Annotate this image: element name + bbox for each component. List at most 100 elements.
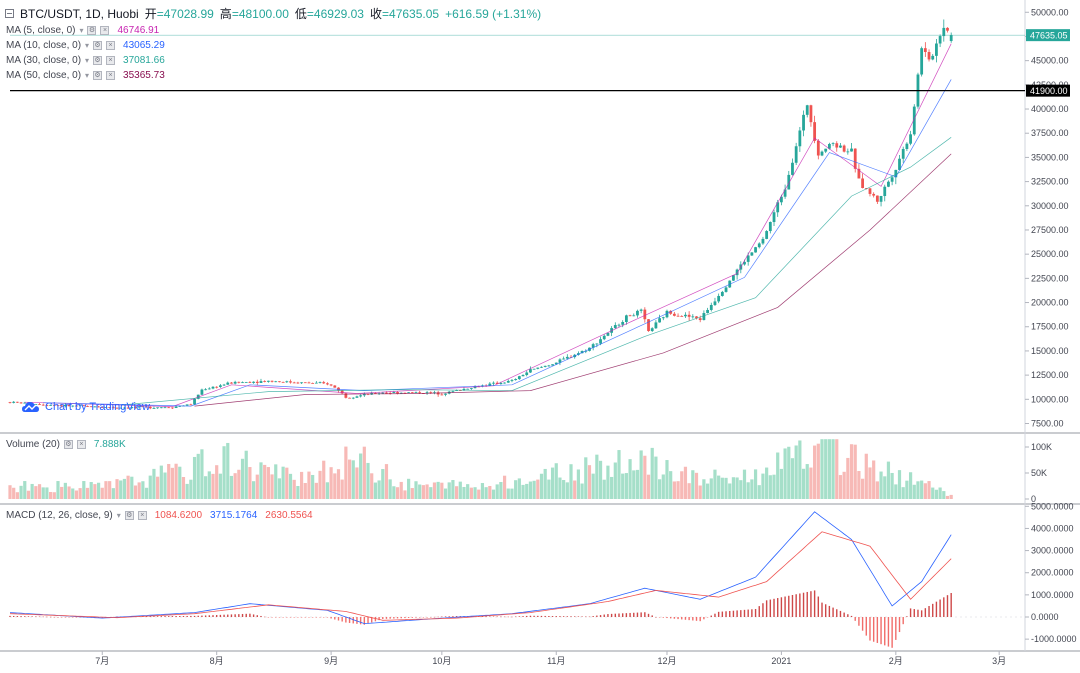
candle-body: [492, 382, 495, 384]
volume-bar: [861, 478, 865, 499]
volume-bar: [30, 483, 34, 499]
candle-body: [521, 375, 525, 377]
candle-body: [802, 114, 805, 131]
chevron-down-icon[interactable]: ▾: [85, 41, 90, 50]
settings-icon[interactable]: ⚙: [63, 440, 73, 449]
macd-histogram-bar: [485, 616, 487, 617]
macd-histogram-bar: [418, 617, 421, 618]
volume-bar: [211, 473, 215, 499]
candle-body: [462, 388, 466, 391]
volume-bar: [720, 477, 724, 499]
volume-bar: [635, 469, 640, 499]
macd-histogram-bar: [500, 616, 502, 618]
chevron-down-icon[interactable]: ▾: [116, 511, 121, 520]
candle-body: [104, 407, 108, 408]
candle-body: [322, 382, 326, 384]
macd-histogram-bar: [574, 616, 576, 617]
close-icon[interactable]: ×: [100, 26, 110, 35]
candle-body: [86, 406, 89, 407]
macd-histogram-bar: [614, 613, 617, 617]
candle-body: [78, 405, 82, 407]
volume-bar: [318, 470, 322, 499]
volume-bar: [333, 473, 337, 499]
macd-histogram-bar: [588, 616, 591, 618]
candle-body: [119, 407, 123, 409]
ma30-value: 37081.66: [123, 55, 165, 66]
macd-histogram-bar: [201, 615, 203, 617]
volume-bar: [942, 491, 946, 499]
candle-body: [193, 398, 196, 405]
candle-body: [333, 385, 337, 388]
macd-histogram-bar: [777, 598, 779, 617]
tradingview-watermark[interactable]: Chart by TradingView: [22, 401, 150, 413]
volume-bar: [905, 480, 909, 499]
macd-histogram-bar: [906, 616, 908, 617]
volume-legend[interactable]: Volume (20) ⚙ × 7.888K: [6, 439, 126, 450]
macd-histogram-bar: [489, 616, 491, 617]
macd-histogram-bar: [38, 616, 41, 618]
close-icon[interactable]: ×: [106, 56, 116, 65]
settings-icon[interactable]: ⚙: [93, 41, 103, 50]
close-icon[interactable]: ×: [76, 440, 86, 449]
macd-histogram-bar: [455, 616, 458, 617]
volume-bar: [244, 450, 248, 499]
volume-bar: [801, 468, 806, 499]
settings-icon[interactable]: ⚙: [87, 26, 97, 35]
chevron-down-icon[interactable]: ▾: [85, 71, 90, 80]
chevron-down-icon[interactable]: ▾: [85, 56, 90, 65]
macd-legend[interactable]: MACD (12, 26, close, 9) ▾ ⚙ × 1084.6200 37…: [6, 510, 313, 521]
volume-bar: [414, 481, 418, 499]
ma5-legend[interactable]: MA (5, close, 0) ▾ ⚙ × 46746.91: [6, 25, 159, 36]
volume-bar: [528, 481, 533, 499]
volume-bar: [587, 465, 592, 499]
candle-body: [695, 316, 698, 319]
volume-bar: [846, 457, 850, 499]
macd-histogram-bar: [537, 615, 539, 617]
settings-icon[interactable]: ⚙: [93, 71, 103, 80]
volume-bar: [761, 473, 765, 499]
candle-body: [137, 406, 141, 408]
volume-bar: [152, 468, 156, 499]
volume-bar: [311, 474, 315, 499]
settings-icon[interactable]: ⚙: [124, 511, 134, 520]
candle-body: [207, 388, 211, 390]
close-icon[interactable]: ×: [106, 41, 116, 50]
candle-body: [525, 372, 529, 376]
macd-histogram-bar: [215, 615, 218, 617]
macd-histogram-bar: [315, 617, 318, 618]
candle-body: [827, 143, 831, 149]
candle-body: [488, 383, 492, 386]
ma50-legend[interactable]: MA (50, close, 0) ▾ ⚙ × 35365.73: [6, 70, 165, 81]
volume-bar: [248, 467, 252, 499]
close-icon[interactable]: ×: [137, 511, 147, 520]
candle-body: [499, 382, 503, 385]
ma10-legend[interactable]: MA (10, close, 0) ▾ ⚙ × 43065.29: [6, 40, 165, 51]
candle-body: [794, 146, 798, 163]
candle-body: [554, 362, 558, 365]
macd-histogram-bar: [655, 617, 657, 618]
volume-bar: [126, 475, 130, 499]
macd-histogram-bar: [562, 616, 565, 617]
macd-tick-label: 2000.0000: [1031, 568, 1074, 578]
settings-icon[interactable]: ⚙: [93, 56, 103, 65]
candle-body: [920, 48, 924, 75]
volume-bar: [912, 484, 916, 499]
volume-bar: [680, 471, 684, 499]
volume-bar: [901, 487, 905, 499]
close-icon[interactable]: ×: [106, 71, 116, 80]
chevron-down-icon[interactable]: ▾: [79, 26, 84, 35]
macd-histogram-bar: [175, 616, 177, 617]
collapse-icon[interactable]: [5, 9, 14, 18]
time-tick-label: 3月: [992, 656, 1006, 666]
volume-bar: [886, 461, 891, 499]
ohlc-open: 开=47028.99: [144, 7, 214, 21]
volume-bar: [621, 473, 625, 499]
macd-histogram-bar: [566, 616, 569, 617]
volume-bar: [809, 467, 813, 499]
candle-body: [809, 105, 813, 123]
ma30-legend[interactable]: MA (30, close, 0) ▾ ⚙ × 37081.66: [6, 55, 165, 66]
macd-signal-value: 2630.5564: [265, 510, 313, 521]
volume-bar: [521, 484, 525, 499]
candle-body: [912, 106, 916, 135]
